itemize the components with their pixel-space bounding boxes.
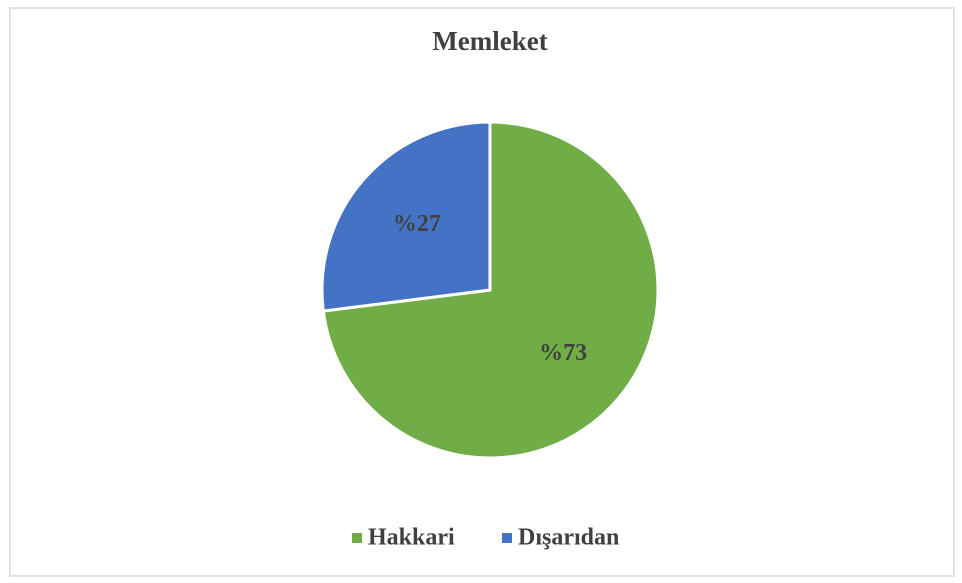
legend-swatch [502,533,512,543]
legend-label: Dışarıdan [518,525,619,551]
pie-slice [320,120,492,313]
chart-title: Memleket [432,26,547,56]
data-label: %27 [393,211,441,237]
data-label: %73 [539,340,587,366]
legend-swatch [352,533,362,543]
legend-label: Hakkari [368,525,455,551]
